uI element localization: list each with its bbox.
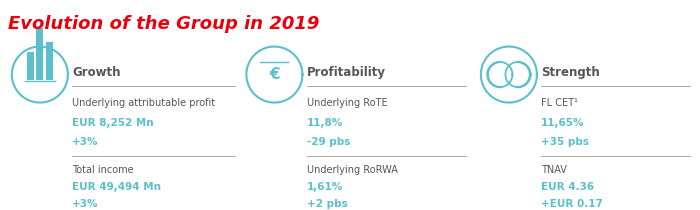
Text: +35 pbs: +35 pbs [541, 137, 589, 147]
Text: Underlying RoRWA: Underlying RoRWA [307, 165, 398, 175]
Text: FL CET¹: FL CET¹ [541, 98, 578, 108]
Text: +3%: +3% [72, 137, 99, 147]
Text: -29 pbs: -29 pbs [307, 137, 350, 147]
Text: 11,8%: 11,8% [307, 118, 343, 128]
Bar [36, 28, 43, 80]
Text: Growth: Growth [72, 66, 120, 79]
Text: EUR 8,252 Mn: EUR 8,252 Mn [72, 118, 154, 128]
Text: +3%: +3% [72, 199, 99, 209]
Text: Profitability: Profitability [307, 66, 386, 79]
Bar [46, 42, 52, 80]
Bar [27, 52, 34, 80]
Text: 1,61%: 1,61% [307, 182, 343, 192]
Text: TNAV: TNAV [541, 165, 567, 175]
Text: +EUR 0.17: +EUR 0.17 [541, 199, 603, 209]
Text: Total income: Total income [72, 165, 134, 175]
Text: Evolution of the Group in 2019: Evolution of the Group in 2019 [8, 15, 320, 33]
Text: EUR 49,494 Mn: EUR 49,494 Mn [72, 182, 161, 192]
Text: 11,65%: 11,65% [541, 118, 584, 128]
Text: EUR 4.36: EUR 4.36 [541, 182, 594, 192]
Text: +2 pbs: +2 pbs [307, 199, 347, 209]
Text: €: € [269, 67, 280, 82]
Text: Strength: Strength [541, 66, 600, 79]
Text: Underlying attributable profit: Underlying attributable profit [72, 98, 215, 108]
Text: Underlying RoTE: Underlying RoTE [307, 98, 387, 108]
